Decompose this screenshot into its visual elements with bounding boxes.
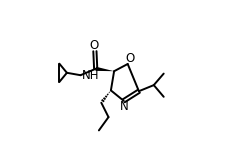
Polygon shape [95, 67, 114, 71]
Text: O: O [89, 39, 98, 52]
Text: NH: NH [82, 69, 100, 82]
Text: O: O [125, 52, 134, 65]
Text: N: N [120, 100, 129, 113]
